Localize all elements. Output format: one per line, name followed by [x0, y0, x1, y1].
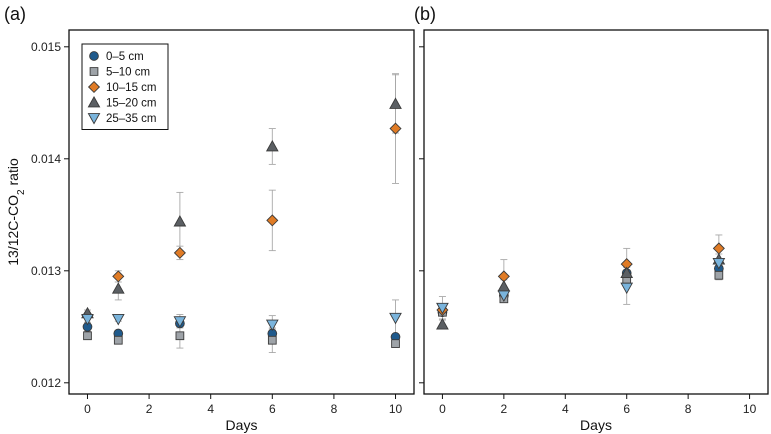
y-axis-title-main: 13/12C-CO [5, 195, 21, 266]
data-point [436, 302, 449, 315]
series-4 [436, 258, 726, 315]
x-axis-title: Days [580, 417, 612, 433]
y-tick-label: 0.014 [31, 152, 61, 166]
series-3 [81, 97, 402, 319]
data-point [712, 242, 725, 255]
x-tick-label: 2 [146, 402, 153, 416]
legend-marker [87, 80, 101, 94]
data-point [391, 339, 400, 348]
x-tick-label: 10 [743, 402, 757, 416]
data-point [620, 282, 634, 295]
data-point [436, 318, 449, 330]
data-point [712, 258, 726, 270]
error-bars [438, 234, 723, 330]
legend-label: 5–10 cm [106, 67, 150, 79]
x-tick-label: 4 [207, 402, 214, 416]
plot-frame [68, 29, 415, 395]
data-point [620, 266, 634, 278]
data-point [175, 331, 185, 341]
x-tick-label: 6 [623, 402, 630, 416]
data-point [497, 279, 511, 292]
data-point [173, 316, 187, 328]
series-1 [83, 331, 400, 348]
series-3 [436, 253, 726, 330]
data-point [81, 314, 94, 326]
legend-label: 10–15 cm [106, 82, 157, 94]
data-point [112, 270, 125, 283]
legend-marker [89, 51, 99, 61]
series-0 [82, 318, 401, 342]
series-0 [437, 263, 724, 318]
y-tick-label: 0.015 [31, 40, 61, 54]
panel-a: (a) 0 2 4 6 8 10 Days 0.012 0.013 0.014 0.015 13/12C… [4, 4, 415, 433]
y-axis-title: 13/12C-CO2 ratio [5, 158, 27, 266]
series-4 [81, 312, 402, 332]
data-point [173, 214, 187, 227]
series-1 [438, 270, 724, 317]
x-tick-label: 0 [439, 402, 446, 416]
data-point [267, 335, 277, 345]
data-point [265, 319, 279, 332]
legend-marker [89, 67, 99, 76]
data-point [389, 312, 402, 325]
x-tick-label: 6 [269, 402, 276, 416]
x-tick-label: 0 [84, 402, 91, 416]
data-point [111, 314, 125, 326]
data-point [389, 122, 402, 135]
x-tick-label: 8 [331, 402, 338, 416]
panel-label: (b) [414, 4, 436, 24]
data-point [389, 97, 402, 109]
x-tick-label: 2 [501, 402, 508, 416]
y-tick-label: 0.012 [31, 376, 61, 390]
data-point [714, 270, 724, 280]
x-tick-label: 10 [389, 402, 403, 416]
panel-label: (a) [4, 4, 26, 24]
plot-frame [423, 29, 769, 395]
x-tick-label: 4 [562, 402, 569, 416]
legend-label: 0–5 cm [106, 51, 144, 63]
data-point [173, 246, 186, 259]
data-point [113, 335, 123, 345]
legend-marker [87, 113, 101, 125]
y-axis-title-suffix: ratio [5, 158, 21, 189]
legend: 0–5 cm 5–10 cm 10–15 cm 15–20 cm 25–35 cm [81, 43, 169, 130]
x-axis-title: Days [226, 417, 258, 433]
data-point [266, 214, 279, 227]
y-tick-label: 0.013 [31, 264, 61, 278]
legend-marker [87, 95, 101, 108]
series-2 [81, 122, 402, 322]
panel-b: (b) 0 2 4 6 8 10 Days [414, 4, 769, 433]
legend-label: 15–20 cm [106, 98, 157, 110]
legend-label: 25–35 cm [106, 113, 157, 125]
data-point [111, 282, 125, 294]
series-2 [436, 242, 725, 317]
x-tick-label: 8 [685, 402, 692, 416]
data-point [497, 290, 511, 302]
y-axis-title-subscript: 2 [16, 189, 27, 195]
data-point [83, 331, 92, 341]
data-point [265, 139, 279, 152]
